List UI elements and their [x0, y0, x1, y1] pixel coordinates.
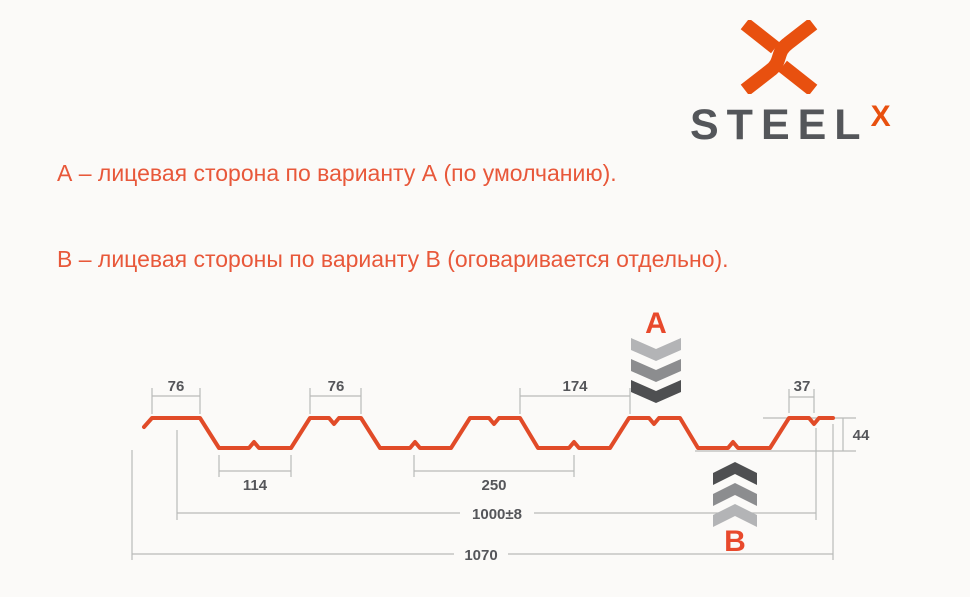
dim-crest-gap: 174: [562, 378, 588, 395]
brand-word-steel: STEEL: [690, 101, 869, 149]
side-a-letter: А: [645, 307, 667, 340]
dim-edge-crest: 37: [794, 378, 811, 395]
note-line-b: В – лицевая стороны по варианту В (огова…: [57, 246, 729, 272]
sheet-profile-line: [142, 416, 835, 450]
chevron-up-icon: [713, 462, 757, 485]
note-line-a: А – лицевая сторона по варианту А (по ум…: [57, 160, 617, 186]
side-b-letter: В: [724, 525, 746, 558]
chevron-down-icon: [631, 338, 681, 361]
brand-logo: STEELX: [0, 0, 891, 160]
x-icon-strokes: [740, 20, 818, 94]
chevron-up-icon: [713, 483, 757, 506]
chevron-down-icon: [631, 359, 681, 382]
dim-overall-width: 1070: [464, 547, 497, 564]
dim-crest-width-2: 76: [328, 378, 345, 395]
brand-x-icon: [740, 20, 818, 94]
dim-valley-width: 114: [243, 477, 268, 494]
dim-profile-height: 44: [853, 427, 870, 444]
dimension-lines: [131, 388, 856, 560]
dim-useful-width: 1000±8: [472, 506, 522, 523]
side-a-chevrons: [631, 338, 681, 403]
chevron-down-icon: [631, 380, 681, 403]
side-b-chevrons: [713, 462, 757, 527]
brand-sup-x: X: [870, 100, 891, 133]
brand-wordmark: STEELX: [690, 100, 891, 149]
dim-module-pitch: 250: [481, 477, 506, 494]
dim-crest-width-1: 76: [168, 378, 185, 395]
chevron-up-icon: [713, 504, 757, 527]
